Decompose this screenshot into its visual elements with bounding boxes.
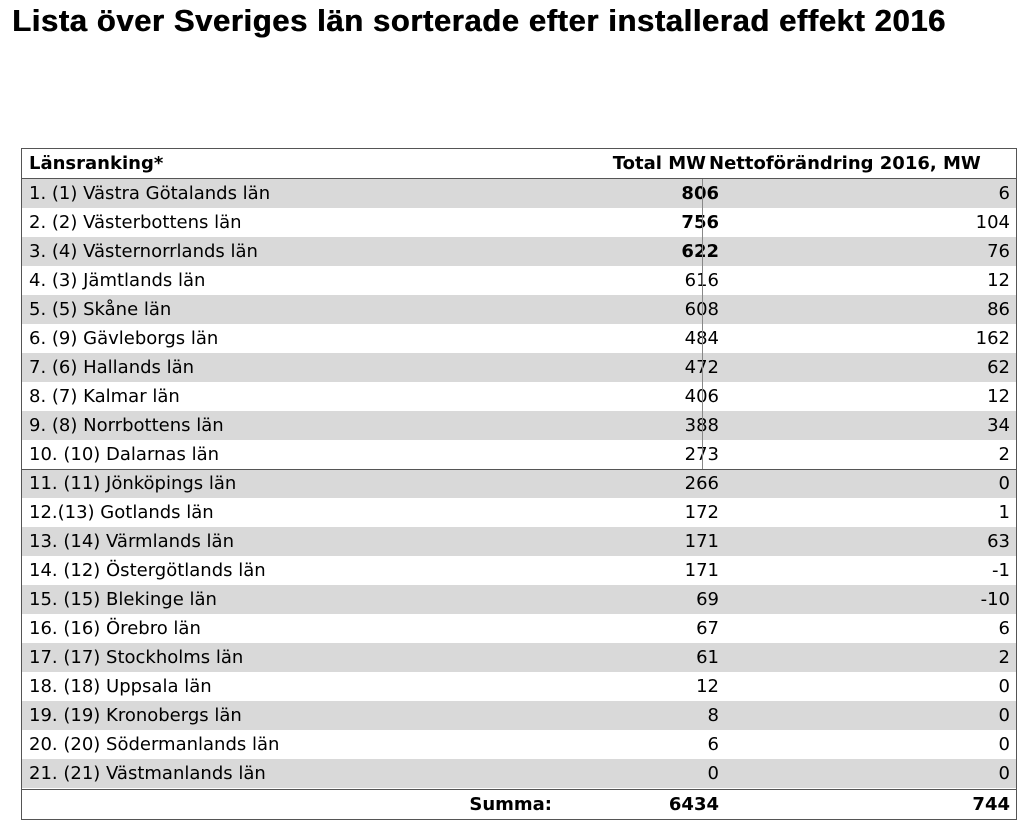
total-mw: 622 xyxy=(681,241,719,262)
county-name: 19. (19) Kronobergs län xyxy=(29,705,242,726)
net-change: 104 xyxy=(975,212,1010,233)
total-mw: 0 xyxy=(707,763,719,784)
total-mw: 67 xyxy=(696,618,719,639)
net-change: 6 xyxy=(998,183,1010,204)
table-row: 13. (14) Värmlands län 171 63 xyxy=(22,527,1016,556)
top-ten-divider xyxy=(22,469,1016,470)
table-row: 15. (15) Blekinge län 69 -10 xyxy=(22,585,1016,614)
county-name: 20. (20) Södermanlands län xyxy=(29,734,280,755)
net-change: 2 xyxy=(998,444,1010,465)
net-change: 62 xyxy=(987,357,1010,378)
summary-divider xyxy=(22,789,1016,790)
county-name: 1. (1) Västra Götalands län xyxy=(29,183,271,204)
net-change: 0 xyxy=(998,734,1010,755)
county-name: 18. (18) Uppsala län xyxy=(29,676,212,697)
total-mw: 616 xyxy=(684,270,719,291)
total-mw: 172 xyxy=(684,502,719,523)
county-name: 11. (11) Jönköpings län xyxy=(29,473,237,494)
table-row: 5. (5) Skåne län 608 86 xyxy=(22,295,1016,324)
total-mw: 61 xyxy=(696,647,719,668)
table-row: 8. (7) Kalmar län 406 12 xyxy=(22,382,1016,411)
net-change: 162 xyxy=(975,328,1010,349)
total-mw: 756 xyxy=(681,212,719,233)
total-mw: 6 xyxy=(707,734,719,755)
total-mw: 608 xyxy=(684,299,719,320)
net-change: 12 xyxy=(987,270,1010,291)
header-total-mw: Total MW xyxy=(612,153,706,174)
total-mw: 484 xyxy=(684,328,719,349)
summary-net-change: 744 xyxy=(972,794,1010,815)
net-change: 34 xyxy=(987,415,1010,436)
table-row: 3. (4) Västernorrlands län 622 76 xyxy=(22,237,1016,266)
table-row: 7. (6) Hallands län 472 62 xyxy=(22,353,1016,382)
table-row: 17. (17) Stockholms län 61 2 xyxy=(22,643,1016,672)
header-ranking: Länsranking* xyxy=(29,153,164,174)
county-name: 4. (3) Jämtlands län xyxy=(29,270,206,291)
table-row: 19. (19) Kronobergs län 8 0 xyxy=(22,701,1016,730)
net-change: 1 xyxy=(998,502,1010,523)
net-change: 0 xyxy=(998,473,1010,494)
total-mw: 472 xyxy=(684,357,719,378)
net-change: 6 xyxy=(998,618,1010,639)
table-row: 16. (16) Örebro län 67 6 xyxy=(22,614,1016,643)
summary-total-mw: 6434 xyxy=(668,794,719,815)
column-divider xyxy=(702,179,703,469)
county-name: 6. (9) Gävleborgs län xyxy=(29,328,219,349)
ranking-table: Länsranking* Total MW Nettoförändring 20… xyxy=(21,148,1017,820)
table-row: 11. (11) Jönköpings län 266 0 xyxy=(22,469,1016,498)
total-mw: 12 xyxy=(696,676,719,697)
table-row: 10. (10) Dalarnas län 273 2 xyxy=(22,440,1016,469)
net-change: -10 xyxy=(980,589,1010,610)
table-row: 12.(13) Gotlands län 172 1 xyxy=(22,498,1016,527)
summary-row: Summa: 6434 744 xyxy=(22,790,1016,819)
table-row: 9. (8) Norrbottens län 388 34 xyxy=(22,411,1016,440)
net-change: 63 xyxy=(987,531,1010,552)
total-mw: 273 xyxy=(684,444,719,465)
net-change: 0 xyxy=(998,705,1010,726)
county-name: 14. (12) Östergötlands län xyxy=(29,560,266,581)
table-row: 2. (2) Västerbottens län 756 104 xyxy=(22,208,1016,237)
county-name: 17. (17) Stockholms län xyxy=(29,647,244,668)
table-row: 20. (20) Södermanlands län 6 0 xyxy=(22,730,1016,759)
net-change: 2 xyxy=(998,647,1010,668)
county-name: 16. (16) Örebro län xyxy=(29,618,201,639)
county-name: 21. (21) Västmanlands län xyxy=(29,763,266,784)
table-header-row: Länsranking* Total MW Nettoförändring 20… xyxy=(22,149,1016,178)
county-name: 2. (2) Västerbottens län xyxy=(29,212,242,233)
page-title: Lista över Sveriges län sorterade efter … xyxy=(12,3,946,38)
net-change: 76 xyxy=(987,241,1010,262)
header-net-change: Nettoförändring 2016, MW xyxy=(709,153,981,174)
table-row: 18. (18) Uppsala län 12 0 xyxy=(22,672,1016,701)
net-change: 86 xyxy=(987,299,1010,320)
total-mw: 69 xyxy=(696,589,719,610)
summary-label: Summa: xyxy=(469,794,552,815)
county-name: 9. (8) Norrbottens län xyxy=(29,415,224,436)
table-row: 14. (12) Östergötlands län 171 -1 xyxy=(22,556,1016,585)
net-change: 0 xyxy=(998,676,1010,697)
total-mw: 171 xyxy=(684,531,719,552)
total-mw: 406 xyxy=(684,386,719,407)
table-row: 1. (1) Västra Götalands län 806 6 xyxy=(22,179,1016,208)
county-name: 8. (7) Kalmar län xyxy=(29,386,180,407)
header-divider xyxy=(22,178,1016,179)
county-name: 12.(13) Gotlands län xyxy=(29,502,214,523)
county-name: 15. (15) Blekinge län xyxy=(29,589,217,610)
county-name: 10. (10) Dalarnas län xyxy=(29,444,220,465)
net-change: 12 xyxy=(987,386,1010,407)
net-change: 0 xyxy=(998,763,1010,784)
total-mw: 266 xyxy=(684,473,719,494)
net-change: -1 xyxy=(992,560,1010,581)
table-row: 6. (9) Gävleborgs län 484 162 xyxy=(22,324,1016,353)
county-name: 3. (4) Västernorrlands län xyxy=(29,241,258,262)
table-row: 4. (3) Jämtlands län 616 12 xyxy=(22,266,1016,295)
total-mw: 806 xyxy=(681,183,719,204)
county-name: 5. (5) Skåne län xyxy=(29,299,172,320)
total-mw: 388 xyxy=(684,415,719,436)
county-name: 7. (6) Hallands län xyxy=(29,357,195,378)
total-mw: 8 xyxy=(707,705,719,726)
county-name: 13. (14) Värmlands län xyxy=(29,531,234,552)
table-row: 21. (21) Västmanlands län 0 0 xyxy=(22,759,1016,788)
total-mw: 171 xyxy=(684,560,719,581)
